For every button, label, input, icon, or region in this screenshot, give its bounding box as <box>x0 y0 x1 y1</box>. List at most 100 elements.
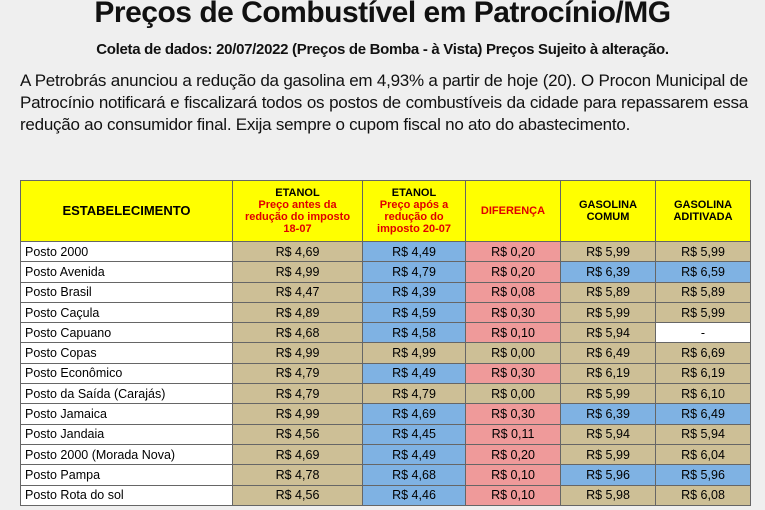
price-cell: R$ 5,99 <box>560 301 656 324</box>
table-row: Posto Econômico R$ 4,79 R$ 4,49 R$ 0,30 R$ 6… <box>20 362 751 385</box>
station-name: Posto Econômico <box>20 362 233 385</box>
column-header: ETANOL Preço antes da redução do imposto … <box>232 180 363 242</box>
header-row: ESTABELECIMENTO ETANOL Preço antes da redu… <box>20 180 751 242</box>
column-title: ETANOL <box>275 187 320 199</box>
price-cell: R$ 0,08 <box>465 281 561 303</box>
price-cell: R$ 6,10 <box>655 383 751 405</box>
table-row: Posto 2000 R$ 4,69 R$ 4,49 R$ 0,20 R$ 5,99 R$… <box>20 240 751 263</box>
station-name: Posto 2000 (Morada Nova) <box>20 443 233 466</box>
price-cell: R$ 5,89 <box>560 281 656 303</box>
column-title: ESTABELECIMENTO <box>62 203 191 218</box>
price-cell: R$ 0,00 <box>465 342 561 364</box>
table-row: Posto Pampa R$ 4,78 R$ 4,68 R$ 0,10 R$ 5,96 R… <box>20 464 751 486</box>
subtitle: Coleta de dados: 20/07/2022 (Preços de B… <box>96 41 669 58</box>
intro-text: A Petrobrás anunciou a redução da gasoli… <box>20 71 748 134</box>
column-header: GASOLINA COMUM <box>560 180 656 242</box>
price-cell: R$ 6,19 <box>560 362 656 385</box>
price-cell: R$ 0,00 <box>465 383 561 405</box>
station-name: Posto Brasil <box>20 281 233 303</box>
price-cell: R$ 5,94 <box>560 322 656 344</box>
table-row: Posto Rota do sol R$ 4,56 R$ 4,46 R$ 0,10 R$… <box>20 484 751 506</box>
price-cell: R$ 0,30 <box>465 403 561 425</box>
price-cell: R$ 4,79 <box>362 383 466 405</box>
column-title: DIFERENÇA <box>480 205 546 217</box>
price-cell: R$ 6,19 <box>655 362 751 385</box>
station-name: Posto Avenida <box>20 261 233 283</box>
price-cell: R$ 4,79 <box>232 383 363 405</box>
column-header: DIFERENÇA <box>465 180 561 242</box>
price-cell: R$ 4,49 <box>362 443 466 466</box>
price-cell: R$ 6,08 <box>655 484 751 506</box>
station-name: Posto Pampa <box>20 464 233 486</box>
price-cell: R$ 4,69 <box>362 403 466 425</box>
price-cell: R$ 0,10 <box>465 464 561 486</box>
price-cell: R$ 4,99 <box>232 403 363 425</box>
price-cell: R$ 4,99 <box>232 261 363 283</box>
station-name: Posto Caçula <box>20 301 233 324</box>
table-row: Posto Brasil R$ 4,47 R$ 4,39 R$ 0,08 R$ 5,89… <box>20 281 751 303</box>
price-cell: R$ 4,69 <box>232 443 363 466</box>
price-cell: R$ 5,99 <box>560 240 656 263</box>
price-cell: R$ 4,99 <box>232 342 363 364</box>
price-cell: R$ 4,58 <box>362 322 466 344</box>
price-cell: R$ 0,20 <box>465 240 561 263</box>
price-cell: R$ 6,04 <box>655 443 751 466</box>
price-cell: R$ 5,99 <box>655 301 751 324</box>
price-cell: R$ 4,68 <box>232 322 363 344</box>
station-name: Posto Jandaia <box>20 423 233 445</box>
price-cell: R$ 6,49 <box>560 342 656 364</box>
column-header: ETANOL Preço após a redução do imposto 20… <box>362 180 466 242</box>
price-cell: R$ 0,20 <box>465 443 561 466</box>
price-cell: R$ 0,30 <box>465 362 561 385</box>
price-cell: R$ 0,10 <box>465 484 561 506</box>
price-cell: R$ 5,94 <box>560 423 656 445</box>
price-cell: R$ 4,89 <box>232 301 363 324</box>
price-cell: R$ 4,47 <box>232 281 363 303</box>
station-name: Posto Copas <box>20 342 233 364</box>
price-cell: R$ 5,98 <box>560 484 656 506</box>
price-cell: R$ 0,30 <box>465 301 561 324</box>
column-note: Preço após a redução do imposto 20-07 <box>377 199 451 235</box>
table-row: Posto Jandaia R$ 4,56 R$ 4,45 R$ 0,11 R$ 5,9… <box>20 423 751 445</box>
price-cell: R$ 0,11 <box>465 423 561 445</box>
table-row: Posto Capuano R$ 4,68 R$ 4,58 R$ 0,10 R$ 5,9… <box>20 322 751 344</box>
station-name: Posto Jamaica <box>20 403 233 425</box>
price-cell: R$ 6,69 <box>655 342 751 364</box>
price-cell: R$ 4,68 <box>362 464 466 486</box>
column-header: ESTABELECIMENTO <box>20 180 233 242</box>
price-cell: R$ 4,99 <box>362 342 466 364</box>
price-cell: R$ 4,49 <box>362 362 466 385</box>
price-cell: R$ 4,79 <box>362 261 466 283</box>
table-row: Posto Jamaica R$ 4,99 R$ 4,69 R$ 0,30 R$ 6,3… <box>20 403 751 425</box>
price-cell: R$ 5,96 <box>560 464 656 486</box>
price-cell: R$ 5,99 <box>560 383 656 405</box>
column-title: GASOLINA ADITIVADA <box>673 199 733 223</box>
price-cell: R$ 5,94 <box>655 423 751 445</box>
price-cell: R$ 4,56 <box>232 484 363 506</box>
price-cell: R$ 5,99 <box>560 443 656 466</box>
station-name: Posto 2000 <box>20 240 233 263</box>
price-cell: R$ 4,78 <box>232 464 363 486</box>
price-cell: R$ 0,20 <box>465 261 561 283</box>
station-name: Posto Rota do sol <box>20 484 233 506</box>
title: Preços de Combustível em Patrocínio/MG <box>94 0 671 29</box>
table-row: Posto Avenida R$ 4,99 R$ 4,79 R$ 0,20 R$ 6,3… <box>20 261 751 283</box>
price-cell: R$ 0,10 <box>465 322 561 344</box>
column-header: GASOLINA ADITIVADA <box>655 180 751 242</box>
column-note: Preço antes da redução do imposto 18-07 <box>244 199 351 235</box>
price-cell: R$ 4,39 <box>362 281 466 303</box>
station-name: Posto Capuano <box>20 322 233 344</box>
price-cell: R$ 4,59 <box>362 301 466 324</box>
price-cell: R$ 4,49 <box>362 240 466 263</box>
table-row: Posto 2000 (Morada Nova) R$ 4,69 R$ 4,49 R$… <box>20 443 751 466</box>
price-cell: R$ 4,69 <box>232 240 363 263</box>
column-title: GASOLINA COMUM <box>578 199 638 223</box>
table-row: Posto Copas R$ 4,99 R$ 4,99 R$ 0,00 R$ 6,49 R… <box>20 342 751 364</box>
column-title: ETANOL <box>391 187 437 199</box>
price-table: ESTABELECIMENTO ETANOL Preço antes da redu… <box>20 180 751 506</box>
price-cell: R$ 6,39 <box>560 261 656 283</box>
price-cell: R$ 5,89 <box>655 281 751 303</box>
price-cell: R$ 6,39 <box>560 403 656 425</box>
price-cell: - <box>655 322 751 344</box>
